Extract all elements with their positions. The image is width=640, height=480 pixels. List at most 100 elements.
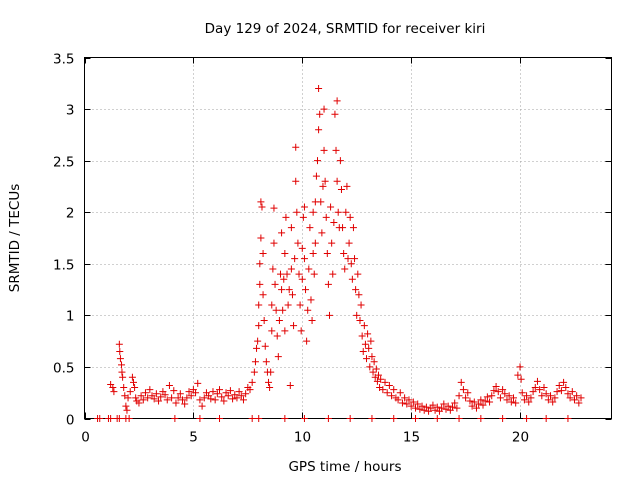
data-point: [272, 306, 280, 314]
data-point: [155, 397, 163, 405]
data-point: [360, 322, 368, 330]
data-point: [107, 415, 115, 422]
data-point: [353, 311, 361, 319]
data-point: [207, 395, 215, 403]
data-point: [216, 415, 224, 422]
data-point: [183, 394, 191, 402]
data-point: [275, 317, 283, 325]
data-point: [356, 317, 364, 325]
data-point: [337, 186, 345, 194]
data-point: [123, 406, 131, 414]
data-point: [185, 388, 193, 396]
data-point: [306, 224, 314, 232]
x-tick-label: 5: [189, 430, 198, 446]
data-point: [388, 392, 396, 400]
data-point: [418, 402, 426, 410]
data-point: [196, 415, 204, 422]
data-point: [283, 270, 291, 278]
data-point: [573, 392, 581, 400]
data-point: [372, 365, 380, 373]
y-tick-label: 2.5: [53, 155, 74, 171]
data-point: [257, 198, 265, 206]
data-point: [135, 399, 143, 407]
data-point: [229, 395, 237, 403]
data-point: [239, 396, 247, 404]
y-tick-label: 0: [66, 413, 75, 429]
data-point: [451, 399, 459, 407]
data-point: [494, 388, 502, 396]
data-point: [379, 386, 387, 394]
data-point: [309, 249, 317, 257]
data-point: [381, 378, 389, 386]
data-point: [300, 203, 308, 211]
data-point: [333, 97, 341, 105]
data-point: [224, 392, 232, 400]
data-point: [551, 394, 559, 402]
data-point: [181, 400, 189, 408]
data-point: [259, 249, 267, 257]
data-point: [300, 255, 308, 263]
data-point: [368, 415, 376, 422]
data-point: [325, 311, 333, 319]
data-point: [412, 404, 420, 412]
data-point: [340, 249, 348, 257]
data-point: [440, 400, 448, 408]
x-tick-label: 15: [403, 430, 420, 446]
data-point: [349, 224, 357, 232]
data-point: [170, 387, 178, 395]
data-point: [131, 384, 139, 392]
data-point: [562, 384, 570, 392]
data-point: [129, 378, 137, 386]
data-point: [577, 394, 585, 402]
tick-labels: 0 5 10 15 20 0 0.5 1 1.5 2 2.5 3 3.5: [53, 52, 529, 446]
data-point: [261, 342, 269, 350]
data-point: [336, 157, 344, 165]
data-point: [311, 239, 319, 247]
data-point: [514, 371, 522, 379]
data-point: [363, 355, 371, 363]
data-point: [348, 275, 356, 283]
data-point: [287, 265, 295, 273]
y-tick-label: 1: [66, 309, 75, 325]
data-point: [492, 383, 500, 391]
data-point: [296, 301, 304, 309]
data-point: [488, 392, 496, 400]
data-point: [517, 375, 525, 383]
data-point: [505, 392, 513, 400]
data-point: [438, 404, 446, 412]
data-point: [320, 146, 328, 154]
grid-lines: [84, 57, 612, 419]
data-point: [267, 368, 275, 376]
data-point: [455, 415, 463, 422]
data-point: [276, 270, 284, 278]
data-point: [292, 177, 300, 185]
data-point: [575, 399, 583, 407]
data-point: [152, 390, 160, 398]
data-point: [279, 306, 287, 314]
data-point: [481, 397, 489, 405]
data-point: [352, 286, 360, 294]
data-point: [347, 260, 355, 268]
data-point: [345, 239, 353, 247]
data-point: [122, 402, 130, 410]
data-point: [523, 392, 531, 400]
x-axis-label: GPS time / hours: [288, 459, 401, 475]
data-point: [529, 388, 537, 396]
data-point: [278, 229, 286, 237]
data-point: [308, 317, 316, 325]
y-tick-label: 0.5: [53, 361, 74, 377]
data-point: [318, 229, 326, 237]
data-point: [553, 388, 561, 396]
data-point: [124, 394, 132, 402]
data-point: [518, 389, 526, 397]
data-point: [194, 379, 202, 387]
data-point: [503, 396, 511, 404]
data-point: [310, 270, 318, 278]
data-point: [270, 204, 278, 212]
data-point: [564, 390, 572, 398]
data-point: [284, 301, 292, 309]
data-point: [128, 373, 136, 381]
data-point: [315, 84, 323, 92]
data-point: [374, 371, 382, 379]
